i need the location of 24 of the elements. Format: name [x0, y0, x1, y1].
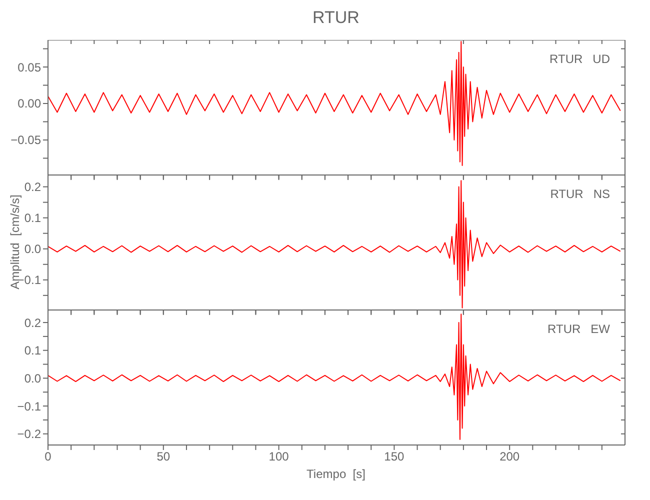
y-tick-label: 0.0 [24, 371, 42, 386]
y-tick-label: −0.2 [17, 427, 42, 442]
y-tick-label: 0.2 [24, 316, 42, 330]
line-series [48, 40, 621, 166]
chart-title: RTUR [312, 8, 360, 28]
y-tick-label: 0.0 [24, 242, 42, 256]
x-tick-label: 150 [384, 450, 405, 464]
annotation: RTUR NS [550, 187, 610, 201]
x-tick-label: 50 [156, 450, 170, 464]
annotation: RTUR UD [550, 52, 610, 66]
y-tick-label: 0.1 [24, 211, 42, 226]
y-tick-label: 0.05 [18, 60, 42, 74]
x-tick-label: 200 [500, 450, 520, 464]
x-tick-label: 100 [268, 450, 290, 464]
y-tick-label: −0.1 [17, 399, 42, 414]
y-tick-label: 0.2 [24, 180, 42, 194]
x-axis-title: Tiempo [s] [306, 467, 366, 481]
x-tick-label: 0 [44, 450, 52, 464]
line-series [48, 180, 621, 308]
line-series [48, 314, 621, 440]
y-tick-label: 0.00 [18, 96, 42, 111]
y-tick-label: −0.05 [10, 133, 42, 148]
y-tick-label: 0.1 [24, 344, 42, 358]
annotation: RTUR EW [548, 322, 610, 336]
